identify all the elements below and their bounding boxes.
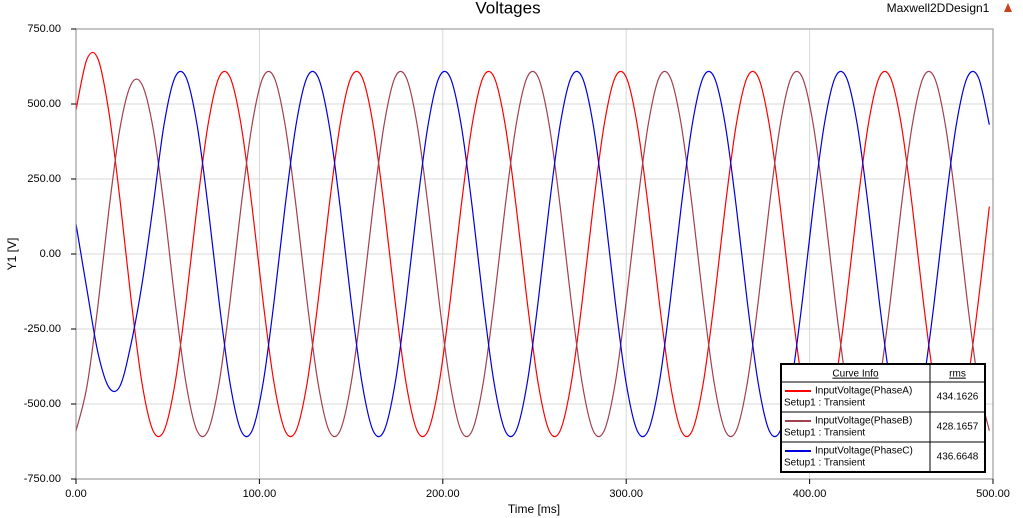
x-tick-label: 100.00 (243, 488, 277, 500)
y-tick-label: -250.00 (24, 323, 61, 335)
legend-entry: InputVoltage(PhaseB) (815, 416, 912, 427)
x-tick-label: 200.00 (426, 488, 460, 500)
legend-entry: InputVoltage(PhaseA) (815, 386, 912, 397)
legend-rms: 434.1626 (937, 392, 979, 403)
legend-entry: InputVoltage(PhaseC) (815, 446, 913, 457)
plot-lines (75, 51, 990, 438)
legend-setup: Setup1 : Transient (784, 458, 865, 469)
legend-setup: Setup1 : Transient (784, 398, 865, 409)
legend-setup: Setup1 : Transient (784, 428, 865, 439)
y-tick-label: -500.00 (24, 398, 61, 410)
y-tick-label: 250.00 (27, 173, 61, 185)
chart-title: Voltages (475, 0, 540, 17)
y-tick-label: 0.00 (40, 248, 61, 260)
x-tick-label: 300.00 (609, 488, 643, 500)
legend: Curve Info rmsInputVoltage(PhaseA)Setup1 … (780, 363, 986, 473)
series-line (75, 70, 990, 438)
legend-title: Curve Info (832, 369, 879, 380)
x-tick-label: 0.00 (65, 488, 86, 500)
legend-value-header: rms (949, 369, 966, 380)
x-tick-label: 400.00 (793, 488, 827, 500)
y-axis-label: Y1 [V] (5, 238, 19, 271)
design-name: Maxwell2DDesign1 (887, 1, 990, 15)
y-tick-label: -750.00 (24, 473, 61, 485)
x-axis-label: Time [ms] (508, 502, 560, 516)
y-tick-label: 750.00 (27, 23, 61, 35)
legend-rms: 436.6648 (937, 452, 979, 463)
logo-icon (1004, 3, 1012, 12)
y-tick-label: 500.00 (27, 98, 61, 110)
series-line (75, 70, 990, 438)
legend-rms: 428.1657 (937, 422, 979, 433)
x-tick-label: 500.00 (976, 488, 1010, 500)
